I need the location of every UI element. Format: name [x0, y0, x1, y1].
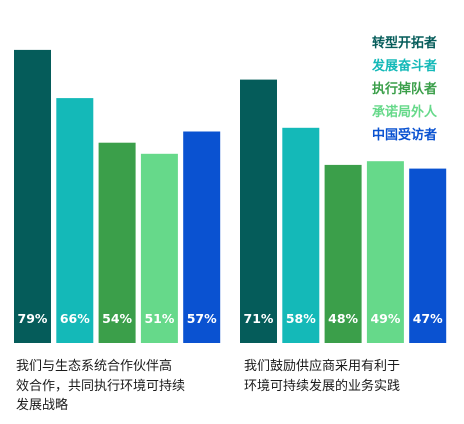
bar-striver-group1: [56, 98, 94, 343]
bar-value-label: 79%: [18, 311, 48, 326]
bar-striver-group2: [282, 127, 320, 343]
bar-value-label: 66%: [60, 311, 90, 326]
bar-value-label: 71%: [244, 311, 274, 326]
legend-item-transformer: 转型开拓者: [372, 36, 438, 51]
legend-item-striver: 发展奋斗者: [372, 59, 438, 74]
caption-line: 我们与生态系统合作伙伴高: [16, 359, 173, 374]
legend: 转型开拓者 发展奋斗者 执行掉队者 承诺局外人 中国受访者: [372, 32, 464, 147]
bar-china-group2: [409, 168, 447, 343]
bar-executor-group2: [324, 164, 362, 343]
group-caption-right: 我们鼓励供应商采用有利于 环境可持续发展的业务实践: [244, 357, 444, 396]
bar-value-label: 57%: [187, 311, 217, 326]
legend-item-china: 中国受访者: [372, 128, 438, 143]
bar-value-label: 48%: [328, 311, 358, 326]
bar-executor-group1: [98, 142, 136, 343]
bar-promiser-group1: [140, 153, 178, 343]
bar-value-label: 47%: [413, 311, 443, 326]
caption-line: 环境可持续发展的业务实践: [244, 378, 401, 394]
legend-item-executor: 执行掉队者: [372, 82, 438, 97]
bar-china-group1: [183, 131, 221, 343]
bar-transformer-group1: [14, 49, 51, 344]
bar-value-label: 58%: [286, 311, 316, 326]
bar-value-label: 49%: [370, 311, 400, 326]
bar-value-label: 54%: [102, 311, 132, 326]
caption-line: 发展战略: [16, 398, 69, 413]
caption-line: 效合作，共同执行环境可持续: [16, 378, 186, 394]
group-caption-left: 我们与生态系统合作伙伴高 效合作，共同执行环境可持续 发展战略: [16, 357, 221, 416]
caption-line: 我们鼓励供应商采用有利于: [244, 359, 401, 374]
bar-value-label: 51%: [144, 311, 174, 326]
legend-item-promiser: 承诺局外人: [372, 105, 438, 120]
bar-promiser-group2: [366, 161, 404, 343]
bar-transformer-group2: [240, 79, 277, 343]
